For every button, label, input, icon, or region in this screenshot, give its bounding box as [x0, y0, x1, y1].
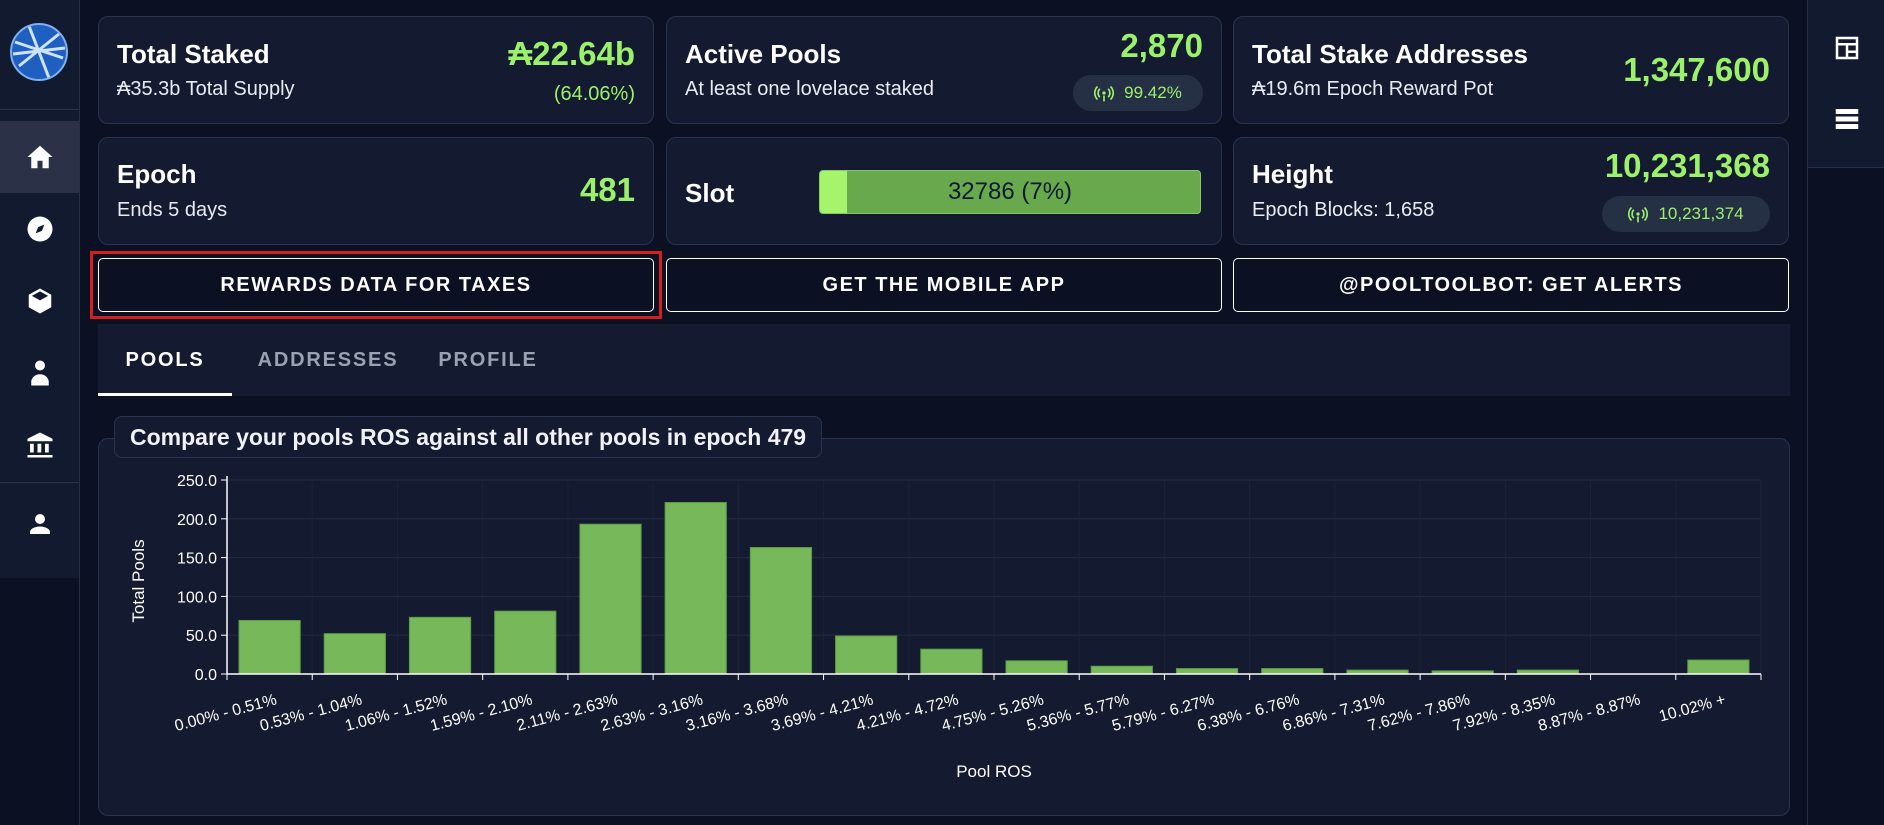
chart-bar [1687, 659, 1750, 675]
nav-explore[interactable] [0, 193, 79, 265]
nav-profile[interactable] [0, 488, 79, 560]
right-sidebar-footer [1807, 167, 1884, 825]
staked-percent: (64.06%) [553, 83, 635, 105]
chart-bar [238, 619, 301, 675]
chart-title: Compare your pools ROS against all other… [114, 416, 823, 458]
right-sidebar [1807, 0, 1884, 168]
y-axis-label: Total Pools [129, 539, 148, 622]
y-tick-label: 100.0 [177, 589, 217, 606]
tab-pools[interactable]: POOLS [125, 348, 205, 371]
chart-bar [494, 610, 557, 675]
home-icon [27, 145, 52, 169]
tab-bar: POOLS ADDRESSES PROFILE [98, 324, 1790, 396]
sidebar-divider [0, 109, 79, 110]
pill-text: 99.42% [1124, 83, 1182, 102]
cube-icon [28, 288, 51, 314]
slot-progress-bar: 32786 (7%) [819, 170, 1201, 214]
left-sidebar-footer [0, 578, 80, 825]
card-subtitle: ₳35.3b Total Supply [117, 78, 295, 100]
status-badge: 99.42% [1073, 75, 1203, 111]
sidebar-divider [0, 482, 79, 483]
card-subtitle: Epoch Blocks: 1,658 [1252, 199, 1435, 221]
height-value: 10,231,368 [1604, 147, 1770, 184]
card-title: Active Pools [685, 39, 842, 69]
epoch-card: Epoch Ends 5 days 481 [98, 137, 654, 245]
epoch-value: 481 [579, 171, 635, 208]
user-icon [29, 514, 50, 534]
calendar-table-icon[interactable] [1832, 33, 1862, 63]
globe-logo-icon[interactable] [9, 20, 69, 84]
y-tick-label: 250.0 [177, 473, 217, 490]
doctor-icon [30, 360, 49, 386]
x-axis-label: Pool ROS [956, 762, 1032, 781]
tab-addresses[interactable]: ADDRESSES [257, 348, 399, 371]
slot-card: Slot 32786 (7%) [666, 137, 1222, 245]
y-tick-label: 0.0 [195, 667, 217, 684]
y-tick-label: 150.0 [177, 551, 217, 568]
card-title: Slot [685, 178, 735, 208]
card-title: Height [1252, 159, 1333, 189]
active-pools-card: Active Pools At least one lovelace stake… [666, 16, 1222, 124]
pooltoolbot-alerts-button[interactable]: @POOLTOOLBOT: GET ALERTS [1233, 258, 1789, 312]
y-tick-label: 50.0 [186, 628, 217, 645]
card-subtitle: At least one lovelace staked [685, 78, 935, 100]
chart-panel [98, 438, 1790, 816]
chart-bar [920, 648, 983, 675]
y-tick-label: 200.0 [177, 512, 217, 529]
chart-bar [749, 547, 813, 675]
card-subtitle: ₳19.6m Epoch Reward Pot [1252, 78, 1494, 100]
chart-bar [323, 633, 386, 675]
highlight-box [90, 251, 662, 319]
slot-progress-fill [820, 171, 847, 213]
card-title: Total Staked [117, 39, 270, 69]
pill-text: 10,231,374 [1658, 204, 1744, 223]
antenna-icon [1628, 206, 1649, 223]
left-sidebar [0, 0, 80, 578]
stake-addresses-card: Total Stake Addresses ₳19.6m Epoch Rewar… [1233, 16, 1789, 124]
mobile-app-button[interactable]: GET THE MOBILE APP [666, 258, 1222, 312]
chart-bar [579, 523, 642, 675]
bank-icon [27, 432, 52, 458]
card-subtitle: Ends 5 days [117, 199, 228, 221]
chart-bar [1090, 665, 1153, 675]
card-title: Total Stake Addresses [1252, 39, 1528, 69]
nav-blocks[interactable] [0, 265, 79, 337]
card-title: Epoch [117, 159, 197, 189]
tab-profile[interactable]: PROFILE [438, 348, 538, 371]
antenna-icon [1094, 85, 1115, 102]
chart-bar [664, 502, 727, 675]
compass-icon [27, 216, 52, 242]
total-staked-card: Total Staked ₳35.3b Total Supply ₳22.64b… [98, 16, 654, 124]
total-staked-value: ₳22.64b [508, 35, 635, 72]
chart-bar [1175, 668, 1239, 675]
chart-bar [1261, 668, 1324, 675]
list-icon[interactable] [1832, 104, 1862, 134]
rewards-data-button[interactable]: REWARDS DATA FOR TAXES [98, 258, 654, 312]
nav-governance[interactable] [0, 409, 79, 481]
height-card: Height Epoch Blocks: 1,658 10,231,368 10… [1233, 137, 1789, 245]
slot-progress-text: 32786 (7%) [947, 178, 1073, 205]
chart-bar [408, 616, 472, 675]
nav-doctor[interactable] [0, 337, 79, 409]
chart-bar [1005, 660, 1068, 675]
active-tab-indicator [98, 393, 232, 396]
nav-home[interactable] [0, 121, 79, 193]
active-pools-value: 2,870 [1120, 27, 1203, 64]
stake-addresses-value: 1,347,600 [1623, 51, 1770, 88]
status-badge: 10,231,374 [1602, 196, 1770, 232]
x-tick-label: 10.02% + [1657, 691, 1727, 725]
chart-bar [835, 635, 898, 675]
